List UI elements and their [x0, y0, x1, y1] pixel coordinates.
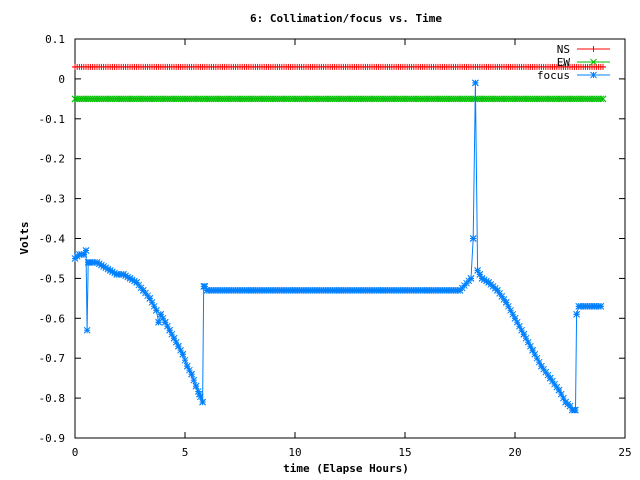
data-point-focus — [139, 287, 147, 294]
data-point-focus — [467, 275, 475, 282]
data-point-focus — [478, 275, 486, 282]
legend-label-focus: focus — [537, 69, 570, 82]
data-point-focus — [546, 374, 554, 382]
data-point-focus — [538, 362, 545, 370]
data-point-focus — [190, 376, 198, 384]
data-point-ew — [71, 95, 79, 103]
x-tick-label: 5 — [182, 446, 189, 459]
data-point-focus — [106, 267, 114, 274]
data-point-focus — [379, 287, 387, 294]
data-point-focus — [590, 302, 598, 310]
y-axis-label: Volts — [18, 221, 31, 254]
y-tick-label: -0.7 — [39, 352, 66, 365]
data-point-focus — [494, 287, 501, 294]
series-group — [71, 63, 607, 414]
data-point-focus — [582, 302, 589, 310]
legend-label-ew: EW — [557, 56, 571, 69]
series-focus — [71, 79, 605, 414]
data-point-focus — [195, 390, 203, 398]
data-point-focus — [166, 326, 173, 334]
data-point-focus — [82, 247, 90, 254]
data-point-focus — [179, 350, 187, 358]
data-point-focus — [511, 314, 519, 322]
data-point-focus — [575, 302, 583, 310]
legend-marker-ew — [590, 58, 597, 66]
legend-marker-focus — [590, 71, 597, 79]
data-point-focus — [170, 334, 178, 342]
axes: 0 5 10 15 20 25 0.1 0 -0.1 -0.2 -0.3 -0.4 -0.5 -0.6 -0… — [39, 33, 632, 459]
x-tick-label: 20 — [508, 446, 521, 459]
y-tick-label: -0.9 — [39, 432, 66, 445]
y-tick-label: -0.5 — [39, 272, 66, 285]
data-point-focus — [93, 259, 101, 266]
data-point-focus — [423, 287, 431, 294]
data-point-focus — [199, 398, 206, 406]
data-point-focus — [520, 330, 528, 338]
y-tick-label: -0.2 — [39, 153, 66, 166]
data-point-focus — [544, 371, 552, 379]
y-tick-label: -0.1 — [39, 113, 66, 126]
y-tick-label: 0.1 — [45, 33, 65, 46]
y-tick-label: -0.8 — [39, 392, 66, 405]
data-point-focus — [192, 382, 200, 390]
x-axis-label: time (Elapse Hours) — [283, 462, 409, 475]
data-point-focus — [247, 287, 255, 294]
x-tick-label: 10 — [288, 446, 301, 459]
data-point-focus — [161, 318, 169, 326]
data-point-focus — [175, 342, 182, 350]
y-tick-label: -0.6 — [39, 312, 66, 325]
data-point-focus — [100, 263, 107, 270]
data-point-focus — [113, 271, 121, 278]
data-point-focus — [555, 386, 563, 394]
data-point-focus — [572, 406, 579, 414]
data-point-focus — [208, 287, 215, 294]
data-point-ns — [600, 63, 606, 70]
y-tick-label: -0.3 — [39, 193, 66, 206]
x-tick-label: 25 — [618, 446, 631, 459]
data-point-ew — [597, 95, 605, 103]
x-tick-label: 0 — [72, 446, 79, 459]
y-tick-label: 0 — [58, 73, 65, 86]
data-point-focus — [529, 346, 536, 354]
data-point-focus — [83, 326, 91, 334]
series-line-focus — [74, 82, 601, 411]
data-point-focus — [335, 287, 343, 294]
data-point-focus — [485, 279, 492, 286]
data-point-focus — [472, 79, 479, 87]
data-point-focus — [291, 287, 299, 294]
chart-title: 6: Collimation/focus vs. Time — [250, 12, 442, 25]
series-ns — [72, 63, 606, 70]
data-point-focus — [146, 294, 154, 302]
legend-label-ns: NS — [557, 43, 570, 56]
data-point-focus — [469, 235, 477, 242]
data-point-focus — [181, 356, 189, 364]
data-point-focus — [155, 318, 162, 326]
series-ew — [71, 95, 607, 103]
data-point-focus — [183, 362, 191, 370]
data-point-focus — [157, 310, 165, 318]
data-point-focus — [126, 275, 134, 282]
data-point-focus — [573, 310, 580, 318]
data-point-ns — [72, 63, 78, 70]
data-point-focus — [597, 302, 605, 310]
data-point-ew — [599, 95, 607, 103]
x-tick-label: 15 — [398, 446, 411, 459]
data-point-focus — [502, 298, 510, 306]
y-tick-label: -0.4 — [39, 233, 66, 246]
data-point-focus — [133, 279, 140, 286]
data-point-focus — [456, 287, 464, 294]
data-point-focus — [188, 370, 195, 378]
legend-marker-ns — [590, 46, 597, 52]
data-point-focus — [120, 271, 127, 278]
